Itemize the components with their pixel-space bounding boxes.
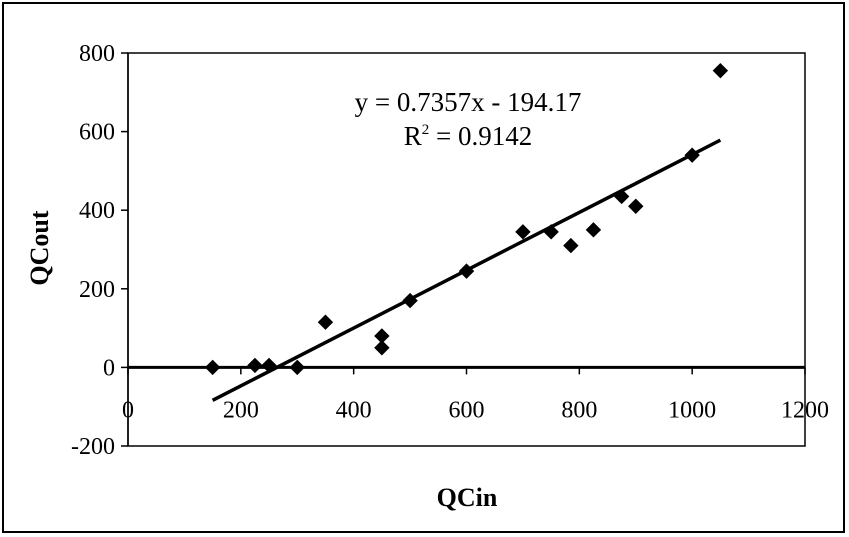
data-points	[204, 62, 729, 376]
x-tick-label: 1000	[668, 397, 716, 423]
x-tick-label: 1200	[781, 397, 829, 423]
data-point	[261, 357, 277, 374]
data-point	[712, 62, 729, 79]
r-squared-label: R2 = 0.9142	[404, 121, 533, 151]
data-point	[563, 237, 579, 254]
y-tick-label: 200	[79, 277, 115, 303]
r-squared-prefix: R	[404, 121, 422, 151]
data-point	[613, 188, 630, 205]
chart-axes	[121, 52, 806, 447]
y-axis-title: QCout	[25, 210, 54, 285]
data-point	[204, 359, 221, 376]
data-point	[515, 224, 531, 240]
data-point	[458, 263, 475, 279]
r-squared-value: = 0.9142	[429, 121, 532, 151]
y-tick-label: 400	[79, 198, 115, 224]
y-tick-label: 0	[103, 355, 115, 381]
r-squared-exponent: 2	[422, 122, 430, 138]
data-point	[289, 359, 305, 376]
x-axis-title: QCin	[437, 483, 498, 512]
x-tick-label: 400	[336, 397, 372, 423]
x-tick-label: 800	[561, 397, 597, 423]
data-point	[402, 292, 418, 309]
y-tick-label: -200	[71, 434, 115, 460]
y-tick-label: 600	[79, 120, 115, 146]
x-tick-label: 600	[449, 397, 485, 423]
tick-labels: -200 0 200 400 600 800 0 200 400 600 800 1000 1200	[71, 41, 829, 460]
data-point	[684, 147, 700, 163]
data-point	[585, 222, 602, 238]
data-point	[628, 198, 644, 214]
data-point	[317, 314, 334, 330]
trendline-equation: y = 0.7357x - 194.17	[355, 87, 582, 117]
data-point	[247, 357, 263, 374]
y-tick-label: 800	[79, 41, 115, 67]
x-tick-label: 0	[122, 397, 134, 423]
x-tick-label: 200	[223, 397, 259, 423]
data-point	[374, 340, 390, 356]
data-point	[543, 224, 559, 240]
